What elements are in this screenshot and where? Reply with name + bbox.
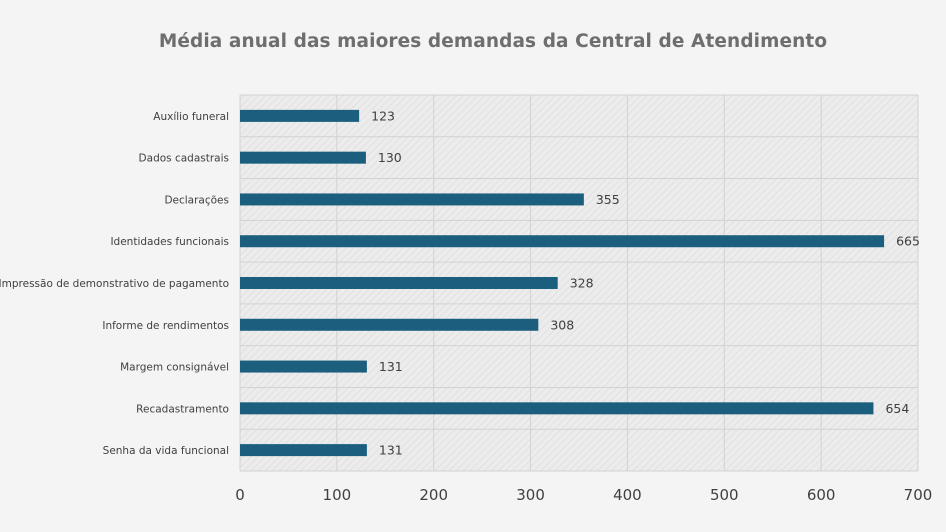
data-label: 665 [896,234,920,249]
y-tick-label: Margem consignável [120,362,229,374]
y-tick-label: Impressão de demonstrativo de pagamento [0,278,229,290]
x-tick-label: 400 [613,486,642,504]
data-label: 355 [596,192,620,207]
x-tick-label: 600 [807,486,836,504]
data-label: 130 [378,150,402,165]
x-tick-label: 200 [419,486,448,504]
x-tick-label: 700 [904,486,933,504]
data-label: 123 [371,108,395,123]
x-tick-label: 100 [323,486,352,504]
y-tick-label: Declarações [164,194,229,206]
bar [240,444,367,457]
y-tick-label: Recadastramento [136,403,229,415]
data-label: 328 [570,276,594,291]
data-label: 131 [379,359,403,374]
bar [240,235,885,248]
data-label: 308 [550,317,574,332]
y-tick-label: Identidades funcionais [110,236,229,248]
x-tick-label: 0 [235,486,245,504]
chart-title: Média anual das maiores demandas da Cent… [158,31,828,52]
y-tick-label: Senha da vida funcional [103,445,229,457]
y-tick-label: Informe de rendimentos [102,320,229,332]
y-tick-label: Auxílio funeral [153,111,229,123]
data-label: 131 [379,443,403,458]
bar [240,109,360,122]
bar [240,402,874,415]
bar [240,193,584,206]
y-tick-label: Dados cadastrais [139,153,229,165]
x-tick-label: 300 [516,486,545,504]
bar [240,318,539,331]
bar [240,277,558,289]
bar [240,151,366,164]
bar [240,360,367,373]
data-label: 654 [885,401,909,416]
x-tick-label: 500 [710,486,739,504]
